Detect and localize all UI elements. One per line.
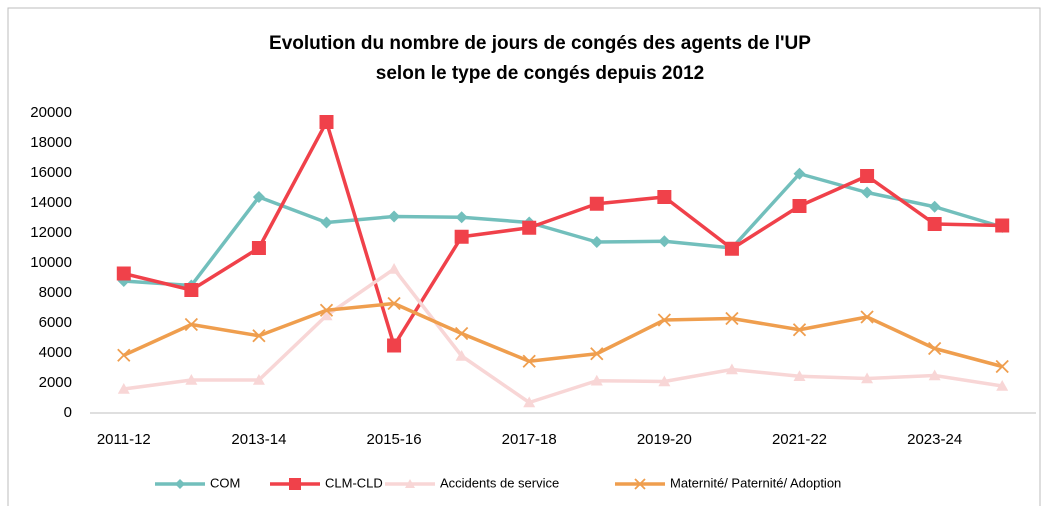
marker [388,263,401,274]
legend-label: COM [210,475,240,490]
x-tick-label: 2023-24 [907,431,962,448]
marker [996,380,1009,391]
marker [522,220,537,235]
marker [455,211,468,224]
marker [117,383,130,394]
y-tick-label: 20000 [30,104,72,121]
marker [860,169,875,183]
y-tick-label: 10000 [30,254,72,271]
marker [184,317,198,332]
marker [387,296,401,311]
marker [590,236,603,248]
y-tick-label: 14000 [30,194,72,211]
marker [387,338,402,353]
marker [252,191,265,203]
marker [522,354,536,368]
marker [927,217,942,231]
marker [319,115,334,129]
marker [792,199,807,213]
y-tick-label: 8000 [39,284,72,301]
marker [928,200,941,213]
y-tick-label: 4000 [39,344,72,361]
marker [251,241,266,255]
marker [320,309,333,321]
series-line [123,267,1003,405]
marker [455,350,468,361]
marker [928,341,942,356]
marker [995,218,1010,233]
marker [184,283,199,297]
series-line [123,301,1003,369]
marker [388,210,401,223]
marker [252,329,266,343]
chart-title: Evolution du nombre de jours de congés d… [269,33,811,54]
legend-label: Accidents de service [440,475,559,490]
marker [590,374,603,386]
marker [634,478,646,490]
marker [657,190,672,204]
x-tick-label: 2021-22 [772,431,827,448]
series-line [123,172,1003,288]
marker [793,167,806,180]
x-tick-label: 2011-12 [97,431,151,448]
x-tick-label: 2019-20 [637,431,692,448]
y-tick-label: 12000 [30,224,72,241]
marker [658,375,671,387]
marker [523,396,536,408]
marker [658,235,671,248]
marker [319,303,334,317]
y-tick-label: 6000 [39,314,72,331]
marker [861,372,874,384]
marker [117,348,131,362]
marker [320,216,333,229]
marker [454,229,469,244]
marker [657,313,671,327]
y-tick-label: 16000 [30,164,72,181]
marker [252,374,265,385]
legend-label: Maternité/ Paternité/ Adoption [670,475,841,490]
marker [725,311,739,326]
marker [175,479,185,489]
y-tick-label: 18000 [30,134,72,151]
marker [590,347,604,361]
chart-title: selon le type de congés depuis 2012 [376,63,704,84]
marker [405,479,415,488]
marker [725,363,738,375]
series-line [123,120,1003,348]
x-tick-label: 2017-18 [502,431,557,448]
marker [793,370,806,382]
marker [724,241,739,256]
marker [861,186,874,199]
marker [116,266,131,281]
x-tick-label: 2015-16 [367,431,422,448]
y-tick-label: 2000 [39,374,72,391]
chart-border [7,7,1041,506]
marker [289,478,301,490]
marker [860,310,874,324]
x-tick-label: 2013-14 [231,431,286,448]
marker [185,374,198,385]
marker [589,196,604,211]
y-tick-label: 0 [64,404,72,421]
marker [995,359,1009,374]
marker [792,323,807,337]
marker [928,369,941,381]
legend-label: CLM-CLD [325,475,383,490]
marker [455,326,469,341]
